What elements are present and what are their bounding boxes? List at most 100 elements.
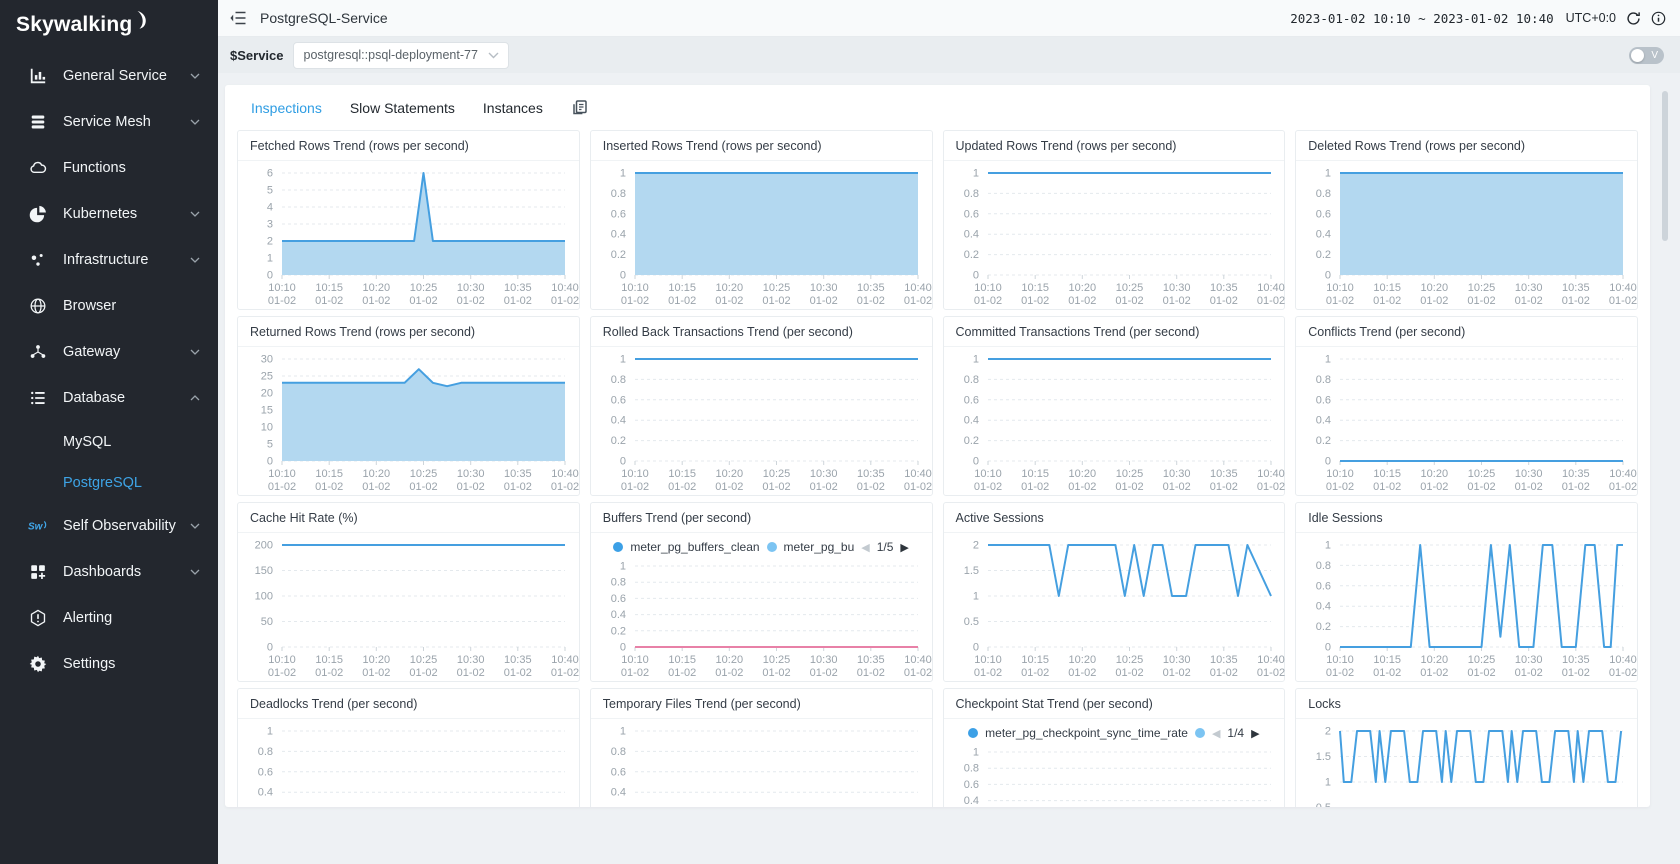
chart-plot: 00.20.40.60.8110:1001-0210:1501-0210:200… xyxy=(1296,161,1637,309)
sidebar-item-database[interactable]: Database xyxy=(0,375,218,421)
svg-text:10:40: 10:40 xyxy=(1609,654,1637,666)
info-icon[interactable] xyxy=(1651,11,1666,26)
svg-text:0: 0 xyxy=(620,456,626,468)
chart-card-active-sessions: Active Sessions00.511.5210:1001-0210:150… xyxy=(943,502,1286,682)
chart-card-deadlocks-trend-per-second: Deadlocks Trend (per second)00.20.40.60.… xyxy=(237,688,580,807)
menu-fold-icon[interactable] xyxy=(230,11,246,25)
legend-pager-prev-icon[interactable]: ◀ xyxy=(861,541,869,554)
legend-label[interactable]: meter_pg_checkpoint_sync_time_rate xyxy=(985,726,1188,740)
svg-text:01-02: 01-02 xyxy=(1609,481,1637,493)
sidebar-item-functions[interactable]: Functions xyxy=(0,145,218,191)
sidebar-item-service-mesh[interactable]: Service Mesh xyxy=(0,99,218,145)
svg-text:0.4: 0.4 xyxy=(258,787,273,799)
svg-text:10:30: 10:30 xyxy=(810,654,838,666)
refresh-icon[interactable] xyxy=(1626,11,1641,26)
svg-text:200: 200 xyxy=(255,540,273,552)
legend-dot-icon xyxy=(767,542,777,552)
svg-text:01-02: 01-02 xyxy=(551,667,579,679)
main-column: PostgreSQL-Service 2023-01-02 10:10 ~ 20… xyxy=(218,0,1680,864)
sidebar-item-self-observability[interactable]: SwSelf Observability xyxy=(0,503,218,549)
chart-title: Returned Rows Trend (rows per second) xyxy=(238,317,579,347)
svg-text:10:15: 10:15 xyxy=(315,282,343,294)
svg-text:10:40: 10:40 xyxy=(551,282,579,294)
sidebar-subitem-postgresql[interactable]: PostgreSQL xyxy=(0,462,218,503)
svg-text:1: 1 xyxy=(972,354,978,366)
sidebar: Skywalking General ServiceService MeshFu… xyxy=(0,0,218,864)
svg-text:01-02: 01-02 xyxy=(904,667,932,679)
svg-text:0.6: 0.6 xyxy=(610,208,625,220)
legend-pager-next-icon[interactable]: ▶ xyxy=(1251,727,1259,740)
sidebar-item-label: Dashboards xyxy=(63,564,190,580)
tab-inspections[interactable]: Inspections xyxy=(251,100,322,116)
tab-instances[interactable]: Instances xyxy=(483,100,543,116)
chart-title: Cache Hit Rate (%) xyxy=(238,503,579,533)
logo-text: Skywalking xyxy=(16,13,132,37)
svg-text:100: 100 xyxy=(255,591,273,603)
sidebar-item-infrastructure[interactable]: Infrastructure xyxy=(0,237,218,283)
svg-text:01-02: 01-02 xyxy=(1562,481,1590,493)
chevron-down-icon xyxy=(190,211,200,217)
svg-text:10:20: 10:20 xyxy=(1421,282,1449,294)
svg-text:01-02: 01-02 xyxy=(1515,295,1543,307)
dots-icon xyxy=(28,250,48,270)
view-toggle[interactable]: V xyxy=(1629,47,1664,64)
svg-text:10:35: 10:35 xyxy=(504,282,532,294)
chevron-up-icon xyxy=(190,395,200,401)
svg-text:01-02: 01-02 xyxy=(1021,295,1049,307)
skywalking-logo: Skywalking xyxy=(0,0,218,45)
cloud-icon xyxy=(28,158,48,178)
alert-icon xyxy=(28,608,48,628)
timezone-label: UTC+0:0 xyxy=(1566,11,1616,25)
chart-title: Rolled Back Transactions Trend (per seco… xyxy=(591,317,932,347)
chart-plot: 00.20.40.60.8110:1001-0210:1501-0210:200… xyxy=(944,347,1285,495)
sidebar-item-browser[interactable]: Browser xyxy=(0,283,218,329)
legend-label[interactable]: meter_pg_bu xyxy=(784,540,855,554)
legend-pager-count: 1/4 xyxy=(1227,726,1244,740)
svg-text:0.2: 0.2 xyxy=(1316,249,1331,261)
svg-text:15: 15 xyxy=(261,405,273,417)
svg-text:1: 1 xyxy=(267,253,273,265)
service-select[interactable]: postgresql::psql-deployment-77 xyxy=(293,42,509,69)
svg-text:0.8: 0.8 xyxy=(1316,188,1331,200)
svg-text:0: 0 xyxy=(620,642,626,654)
svg-text:1: 1 xyxy=(1325,777,1331,789)
svg-text:0.5: 0.5 xyxy=(963,616,978,628)
chart-card-committed-transactions-trend-per-second: Committed Transactions Trend (per second… xyxy=(943,316,1286,496)
svg-text:01-02: 01-02 xyxy=(409,667,437,679)
svg-text:2: 2 xyxy=(972,540,978,552)
sidebar-item-general-service[interactable]: General Service xyxy=(0,53,218,99)
svg-text:5: 5 xyxy=(267,185,273,197)
scrollbar-thumb[interactable] xyxy=(1662,91,1668,241)
kubernetes-icon xyxy=(28,204,48,224)
legend-pager-next-icon[interactable]: ▶ xyxy=(900,541,908,554)
svg-text:10:30: 10:30 xyxy=(457,468,485,480)
copy-dashboard-icon[interactable] xyxy=(571,99,588,116)
sidebar-item-alerting[interactable]: Alerting xyxy=(0,595,218,641)
svg-text:01-02: 01-02 xyxy=(904,481,932,493)
sidebar-subitem-mysql[interactable]: MySQL xyxy=(0,421,218,462)
legend-pager-prev-icon[interactable]: ◀ xyxy=(1212,727,1220,740)
svg-text:01-02: 01-02 xyxy=(268,295,296,307)
toggle-label: V xyxy=(1651,50,1658,61)
svg-text:10:30: 10:30 xyxy=(1162,282,1190,294)
svg-text:10:30: 10:30 xyxy=(1515,654,1543,666)
svg-text:10:10: 10:10 xyxy=(268,282,296,294)
tab-slow-statements[interactable]: Slow Statements xyxy=(350,100,455,116)
sidebar-item-dashboards[interactable]: Dashboards xyxy=(0,549,218,595)
svg-text:10:10: 10:10 xyxy=(268,468,296,480)
chart-card-updated-rows-trend-rows-per-second: Updated Rows Trend (rows per second)00.2… xyxy=(943,130,1286,310)
chart-title: Active Sessions xyxy=(944,503,1285,533)
sidebar-item-gateway[interactable]: Gateway xyxy=(0,329,218,375)
svg-text:0.8: 0.8 xyxy=(258,746,273,758)
svg-text:0: 0 xyxy=(1325,270,1331,282)
svg-text:01-02: 01-02 xyxy=(1420,295,1448,307)
svg-text:01-02: 01-02 xyxy=(762,667,790,679)
legend-label[interactable]: meter_pg_buffers_clean xyxy=(630,540,759,554)
svg-text:1.5: 1.5 xyxy=(1316,751,1331,763)
svg-text:10:20: 10:20 xyxy=(1068,468,1096,480)
time-range[interactable]: 2023-01-02 10:10 ~ 2023-01-02 10:40 xyxy=(1290,11,1553,26)
sidebar-item-kubernetes[interactable]: Kubernetes xyxy=(0,191,218,237)
svg-text:0.8: 0.8 xyxy=(963,374,978,386)
sidebar-item-settings[interactable]: Settings xyxy=(0,641,218,687)
svg-text:01-02: 01-02 xyxy=(1115,295,1143,307)
